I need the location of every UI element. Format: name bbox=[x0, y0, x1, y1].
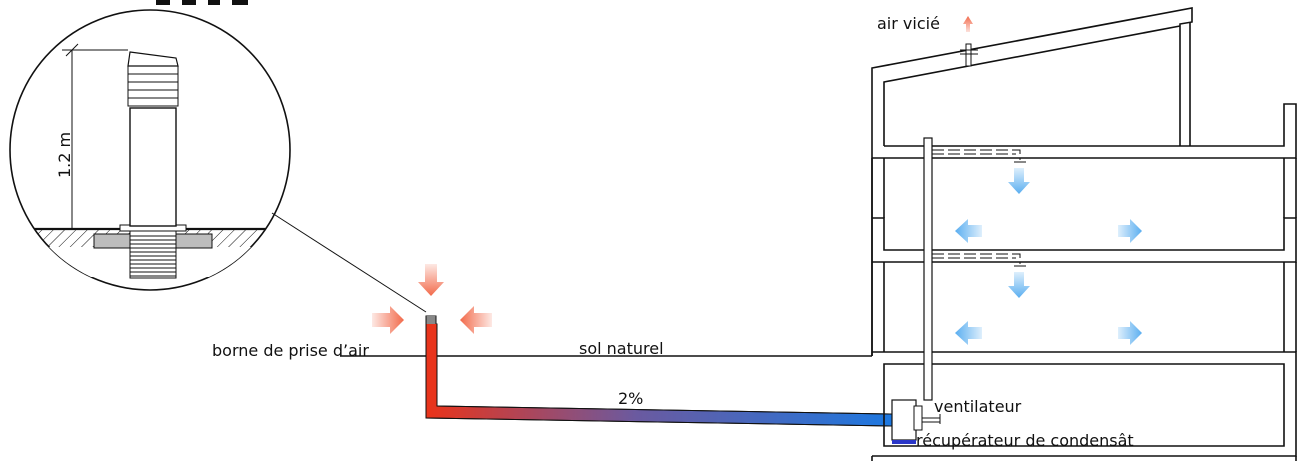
roof-outline bbox=[871, 7, 1193, 356]
building-section bbox=[871, 7, 1297, 461]
callout-leader-line bbox=[271, 212, 427, 313]
fan-label: ventilateur bbox=[934, 397, 1022, 416]
air-intake-label: borne de prise d’air bbox=[212, 341, 369, 360]
vertical-supply-duct bbox=[923, 137, 933, 401]
intake-tower bbox=[129, 107, 177, 227]
air-arrow-left-icon bbox=[460, 306, 492, 334]
detail-circle bbox=[9, 9, 291, 291]
natural-ground-label: sol naturel bbox=[579, 339, 664, 358]
height-label: 1.2 m bbox=[55, 132, 74, 178]
condensate-label: récupérateur de condensât bbox=[916, 431, 1134, 450]
supply-arrow-right-icon bbox=[1118, 321, 1142, 345]
intake-louvers bbox=[127, 65, 179, 107]
air-arrow-down-icon bbox=[418, 264, 444, 296]
fan-unit bbox=[891, 399, 917, 441]
exhaust-air-label: air vicié bbox=[877, 14, 940, 33]
air-arrow-right-icon bbox=[372, 306, 404, 334]
intake-cap bbox=[127, 51, 179, 67]
exhaust-arrow-up-icon bbox=[963, 16, 973, 32]
roof-exhaust-pipe bbox=[965, 43, 972, 67]
supply-arrow-left-icon bbox=[955, 321, 982, 345]
supply-arrow-right-icon bbox=[1118, 219, 1142, 243]
intake-head bbox=[425, 315, 437, 325]
condensate-collector bbox=[892, 440, 916, 444]
intake-detail-callout: 1.2 m bbox=[9, 9, 291, 291]
supply-arrow-down-icon bbox=[1008, 168, 1030, 194]
warm-air-arrows bbox=[372, 264, 492, 334]
earth-tube bbox=[425, 323, 893, 427]
supply-arrow-down-icon bbox=[1008, 272, 1030, 298]
cropped-title-fragment bbox=[156, 0, 248, 5]
cool-air-arrows bbox=[955, 168, 1142, 345]
buried-pipe bbox=[129, 229, 177, 279]
supply-arrow-left-icon bbox=[955, 219, 982, 243]
slope-label: 2% bbox=[618, 389, 643, 408]
